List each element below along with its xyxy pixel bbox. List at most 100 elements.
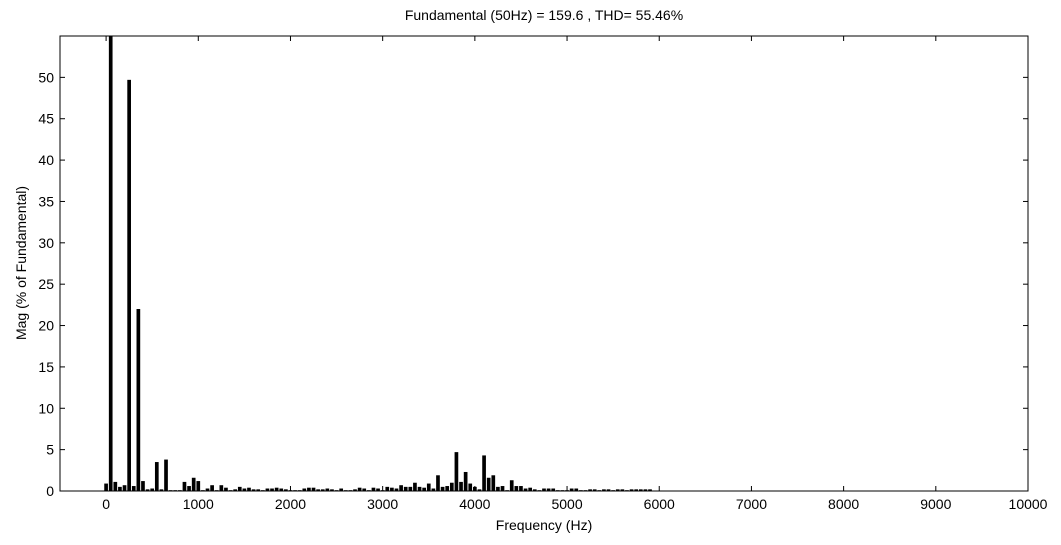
bar bbox=[592, 489, 597, 491]
bar bbox=[205, 488, 210, 491]
bar bbox=[569, 488, 574, 491]
y-tick-label: 20 bbox=[38, 318, 54, 334]
bar bbox=[486, 477, 491, 491]
bar bbox=[330, 489, 334, 491]
bar bbox=[242, 488, 247, 491]
bar bbox=[224, 487, 228, 491]
bar bbox=[496, 486, 500, 491]
bar bbox=[191, 477, 196, 491]
bar bbox=[615, 489, 620, 491]
bar bbox=[634, 489, 639, 491]
bar bbox=[643, 489, 648, 491]
bar bbox=[108, 36, 113, 491]
bar bbox=[127, 79, 131, 491]
bar bbox=[574, 488, 579, 491]
bar bbox=[523, 488, 528, 491]
bar bbox=[426, 483, 431, 491]
bar bbox=[468, 483, 473, 491]
bar bbox=[154, 462, 159, 491]
x-tick-label: 5000 bbox=[551, 496, 582, 512]
bar bbox=[187, 486, 191, 491]
bar bbox=[620, 489, 625, 491]
x-tick-label: 7000 bbox=[736, 496, 767, 512]
x-tick-label: 10000 bbox=[1009, 496, 1048, 512]
bar bbox=[509, 480, 514, 491]
x-tick-label: 6000 bbox=[644, 496, 675, 512]
bar bbox=[445, 486, 450, 491]
bar bbox=[316, 489, 320, 491]
bars bbox=[104, 36, 652, 491]
bar bbox=[270, 488, 274, 491]
bar bbox=[463, 471, 468, 491]
bar bbox=[528, 487, 533, 491]
bar bbox=[629, 489, 634, 491]
bar bbox=[164, 459, 168, 491]
bar bbox=[339, 488, 344, 491]
bar bbox=[118, 486, 122, 491]
bar bbox=[436, 475, 440, 491]
y-axis-label: Mag (% of Fundamental) bbox=[13, 186, 29, 340]
bar bbox=[399, 485, 403, 491]
bar bbox=[376, 488, 380, 491]
bar bbox=[136, 309, 141, 491]
bar bbox=[353, 489, 357, 491]
bar bbox=[606, 489, 611, 491]
bar bbox=[449, 482, 454, 491]
bar bbox=[431, 488, 436, 491]
y-tick-label: 10 bbox=[38, 400, 54, 416]
bar bbox=[417, 486, 422, 491]
x-tick-label: 2000 bbox=[275, 496, 306, 512]
bar bbox=[122, 485, 127, 491]
bar bbox=[274, 487, 279, 491]
bar bbox=[413, 482, 417, 491]
bar bbox=[284, 489, 288, 491]
bar bbox=[477, 489, 482, 491]
bar bbox=[320, 489, 325, 491]
y-tick-label: 25 bbox=[38, 276, 54, 292]
bar bbox=[141, 481, 145, 491]
bar bbox=[237, 486, 242, 491]
bar bbox=[390, 487, 394, 491]
bar bbox=[422, 487, 426, 491]
y-tick-label: 5 bbox=[46, 442, 54, 458]
bar bbox=[357, 487, 362, 491]
x-tick-label: 8000 bbox=[828, 496, 859, 512]
y-tick-label: 50 bbox=[38, 69, 54, 85]
bar bbox=[325, 488, 330, 491]
y-tick-label: 40 bbox=[38, 152, 54, 168]
bar bbox=[546, 488, 551, 491]
bar bbox=[256, 489, 261, 491]
bar bbox=[219, 485, 224, 491]
x-tick-label: 0 bbox=[102, 496, 110, 512]
bar bbox=[514, 486, 519, 491]
x-tick-label: 1000 bbox=[183, 496, 214, 512]
bar bbox=[150, 488, 155, 491]
y-tick-label: 15 bbox=[38, 359, 54, 375]
bar bbox=[638, 489, 643, 491]
y-tick-label: 0 bbox=[46, 483, 54, 499]
x-tick-label: 3000 bbox=[367, 496, 398, 512]
bar bbox=[159, 489, 164, 491]
x-tick-label: 4000 bbox=[459, 496, 490, 512]
bar bbox=[602, 489, 606, 491]
bar bbox=[408, 486, 413, 491]
bar bbox=[482, 455, 486, 491]
bar bbox=[491, 475, 496, 491]
bar bbox=[542, 488, 546, 491]
bar bbox=[551, 488, 556, 491]
bar bbox=[519, 486, 523, 491]
bar bbox=[247, 487, 251, 491]
bar bbox=[440, 486, 445, 491]
bar bbox=[307, 487, 311, 491]
bar bbox=[394, 488, 399, 491]
bar bbox=[279, 488, 284, 491]
bar bbox=[362, 488, 367, 491]
bar bbox=[265, 488, 270, 491]
bar bbox=[113, 481, 118, 491]
y-tick-label: 45 bbox=[38, 111, 54, 127]
bar bbox=[251, 489, 256, 491]
plot-box bbox=[59, 35, 1029, 492]
bar bbox=[532, 489, 537, 491]
